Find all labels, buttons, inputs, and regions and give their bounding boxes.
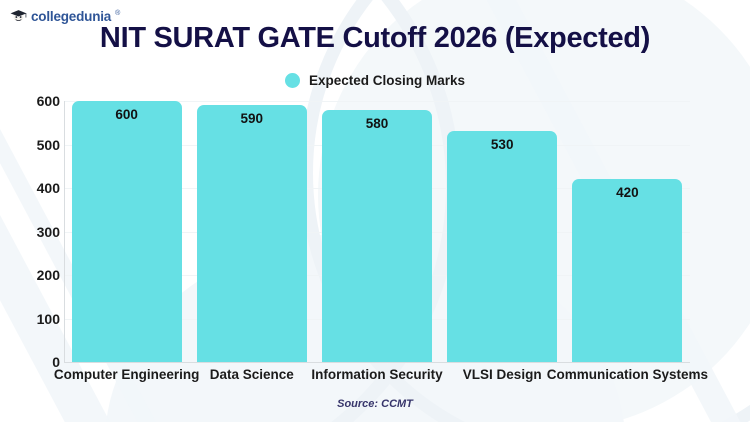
bar-value-label: 590 xyxy=(240,111,264,127)
y-axis-tick-label: 500 xyxy=(36,136,60,153)
chart-bar[interactable] xyxy=(321,109,433,362)
brand-logo[interactable]: collegedunia ® xyxy=(10,8,120,25)
chart-bar[interactable] xyxy=(71,101,182,362)
x-axis-line xyxy=(64,362,690,363)
y-axis-line xyxy=(64,101,65,362)
chart-bar[interactable] xyxy=(572,179,683,362)
bar-value-label: 530 xyxy=(490,137,514,153)
y-axis-tick-label: 200 xyxy=(36,267,60,283)
y-axis-tick-label: 100 xyxy=(36,310,60,327)
brand-trademark: ® xyxy=(115,10,121,17)
x-axis-category-label: Communication Systems xyxy=(546,367,709,382)
chart-bar[interactable] xyxy=(447,131,558,362)
page-title: NIT SURAT GATE Cutoff 2026 (Expected) xyxy=(99,22,651,54)
y-axis-tick-label: 600 xyxy=(36,93,60,109)
bar-value-label: 600 xyxy=(115,107,138,122)
brand-name: collegedunia xyxy=(31,8,112,24)
chart-legend: Expected Closing Marks xyxy=(0,73,750,88)
y-axis-tick-label: 400 xyxy=(36,180,60,196)
bar-value-label: 580 xyxy=(365,115,389,131)
source-note: Source: CCMT xyxy=(337,398,413,410)
bar-value-label: 420 xyxy=(616,185,639,201)
legend-marker-icon xyxy=(284,73,300,88)
legend-label: Expected Closing Marks xyxy=(308,73,466,88)
chart-bar[interactable] xyxy=(196,105,307,362)
graduation-cap-icon xyxy=(10,10,27,22)
y-axis-tick-label: 300 xyxy=(36,223,60,240)
